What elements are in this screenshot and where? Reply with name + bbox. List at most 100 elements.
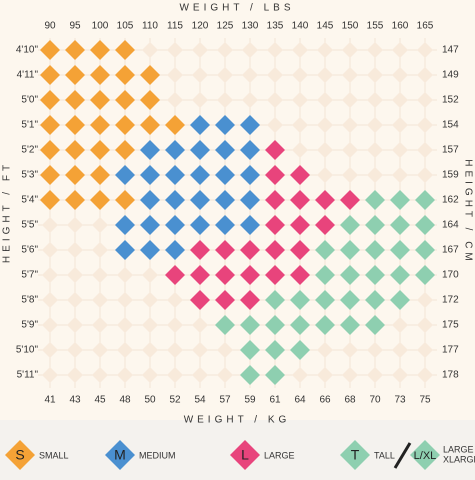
empty-cell bbox=[92, 367, 108, 383]
size-cell bbox=[240, 140, 260, 160]
size-cell bbox=[115, 40, 135, 60]
empty-cell bbox=[142, 342, 158, 358]
size-cell bbox=[140, 190, 160, 210]
size-cell bbox=[190, 240, 210, 260]
empty-cell bbox=[392, 317, 408, 333]
size-cell bbox=[340, 190, 360, 210]
top-tick-label: 145 bbox=[317, 21, 334, 32]
size-cell bbox=[165, 265, 185, 285]
empty-cell bbox=[42, 317, 58, 333]
empty-cell bbox=[367, 367, 383, 383]
size-cell bbox=[115, 240, 135, 260]
empty-cell bbox=[42, 242, 58, 258]
bottom-tick-label: 75 bbox=[419, 395, 431, 406]
size-cell bbox=[240, 290, 260, 310]
size-cell bbox=[390, 215, 410, 235]
empty-cell bbox=[167, 342, 183, 358]
size-cell bbox=[190, 265, 210, 285]
right-tick-label: 157 bbox=[442, 145, 459, 156]
empty-cell bbox=[342, 42, 358, 58]
empty-cell bbox=[117, 342, 133, 358]
empty-cell bbox=[67, 292, 83, 308]
empty-cell bbox=[317, 367, 333, 383]
empty-cell bbox=[267, 67, 283, 83]
empty-cell bbox=[317, 42, 333, 58]
empty-cell bbox=[342, 367, 358, 383]
empty-cell bbox=[292, 142, 308, 158]
bottom-tick-label: 50 bbox=[144, 395, 156, 406]
size-cell bbox=[165, 215, 185, 235]
empty-cell bbox=[317, 92, 333, 108]
legend-code: L bbox=[241, 447, 249, 463]
size-cell bbox=[90, 90, 110, 110]
empty-cell bbox=[117, 292, 133, 308]
size-cell bbox=[115, 140, 135, 160]
empty-cell bbox=[342, 92, 358, 108]
empty-cell bbox=[92, 342, 108, 358]
legend-code: M bbox=[114, 447, 126, 463]
bottom-tick-label: 66 bbox=[319, 395, 331, 406]
empty-cell bbox=[67, 342, 83, 358]
empty-cell bbox=[242, 92, 258, 108]
empty-cell bbox=[42, 292, 58, 308]
bottom-tick-label: 48 bbox=[119, 395, 131, 406]
top-tick-label: 90 bbox=[44, 21, 56, 32]
empty-cell bbox=[292, 92, 308, 108]
empty-cell bbox=[417, 167, 433, 183]
top-tick-label: 130 bbox=[242, 21, 259, 32]
left-tick-label: 5'1" bbox=[21, 120, 38, 131]
right-tick-label: 175 bbox=[442, 320, 459, 331]
size-cell bbox=[65, 40, 85, 60]
bottom-tick-label: 70 bbox=[369, 395, 381, 406]
empty-cell bbox=[167, 92, 183, 108]
empty-cell bbox=[92, 242, 108, 258]
size-cell bbox=[240, 315, 260, 335]
empty-cell bbox=[392, 142, 408, 158]
size-cell bbox=[365, 215, 385, 235]
empty-cell bbox=[67, 267, 83, 283]
left-axis-title: HEIGHT / FT bbox=[2, 161, 13, 263]
empty-cell bbox=[92, 267, 108, 283]
left-tick-label: 4'11" bbox=[17, 70, 39, 81]
bottom-tick-label: 41 bbox=[44, 395, 56, 406]
empty-cell bbox=[417, 92, 433, 108]
legend-label: MEDIUM bbox=[139, 450, 176, 460]
empty-cell bbox=[267, 42, 283, 58]
size-cell bbox=[215, 140, 235, 160]
size-cell bbox=[65, 190, 85, 210]
size-cell bbox=[65, 65, 85, 85]
top-tick-label: 155 bbox=[367, 21, 384, 32]
size-cell bbox=[140, 140, 160, 160]
size-cell bbox=[415, 190, 435, 210]
size-cell bbox=[340, 290, 360, 310]
empty-cell bbox=[367, 42, 383, 58]
size-cell bbox=[140, 65, 160, 85]
empty-cell bbox=[292, 117, 308, 133]
empty-cell bbox=[367, 142, 383, 158]
empty-cell bbox=[392, 42, 408, 58]
size-cell bbox=[340, 240, 360, 260]
left-tick-label: 5'9" bbox=[21, 320, 38, 331]
empty-cell bbox=[342, 67, 358, 83]
empty-cell bbox=[392, 92, 408, 108]
empty-cell bbox=[92, 317, 108, 333]
empty-cell bbox=[367, 117, 383, 133]
size-cell bbox=[265, 240, 285, 260]
size-cell bbox=[390, 265, 410, 285]
right-tick-label: 177 bbox=[442, 345, 459, 356]
empty-cell bbox=[142, 267, 158, 283]
size-cell bbox=[115, 215, 135, 235]
size-cell bbox=[290, 265, 310, 285]
left-tick-label: 4'10" bbox=[16, 45, 39, 56]
bottom-tick-label: 43 bbox=[69, 395, 81, 406]
size-cell bbox=[290, 315, 310, 335]
empty-cell bbox=[417, 117, 433, 133]
size-cell bbox=[90, 65, 110, 85]
size-cell bbox=[90, 140, 110, 160]
size-cell bbox=[265, 315, 285, 335]
empty-cell bbox=[67, 367, 83, 383]
size-cell bbox=[215, 115, 235, 135]
empty-cell bbox=[317, 67, 333, 83]
size-cell bbox=[65, 165, 85, 185]
left-tick-label: 5'11" bbox=[17, 370, 39, 381]
